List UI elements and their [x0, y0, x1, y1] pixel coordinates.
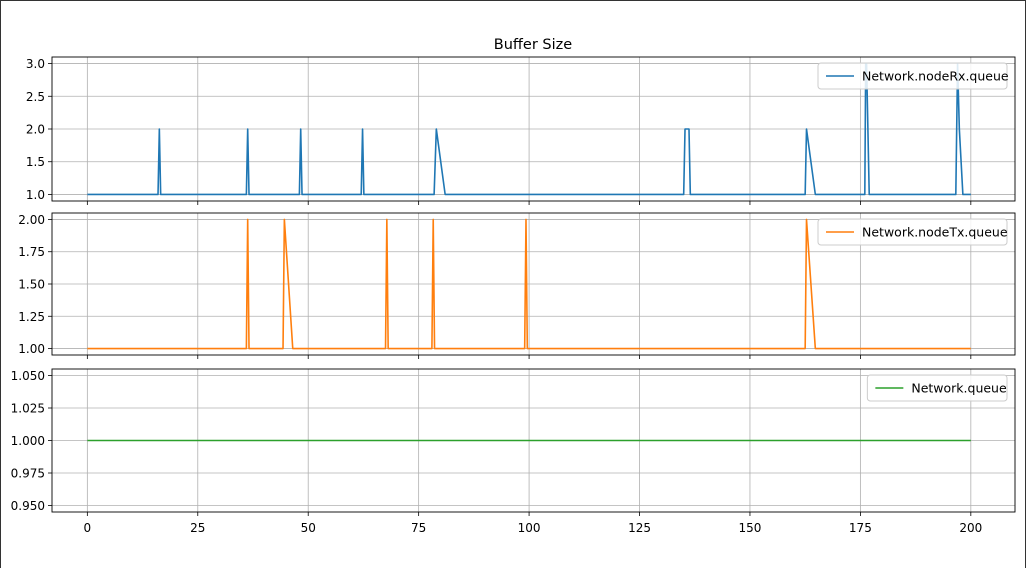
- legend-label: Network.queue: [911, 381, 1007, 396]
- y-tick-label: 3.0: [26, 57, 45, 71]
- series-line: [87, 218, 971, 350]
- legend-label: Network.nodeTx.queue: [862, 225, 1008, 240]
- subplot-2: 1.00 1.25 1.50 1.75 2.00 Network.nodeTx.queue: [18, 212, 1016, 359]
- x-tick-label: 50: [301, 521, 316, 535]
- y-tick-label: 2.0: [26, 123, 45, 137]
- y-tick-label: 1.00: [18, 342, 45, 356]
- y-tick-label: 0.975: [11, 467, 45, 481]
- x-tick-label: 75: [411, 521, 426, 535]
- legend-box: [866, 374, 1008, 402]
- x-tick-label: 25: [190, 521, 205, 535]
- x-tick-label: 100: [518, 521, 541, 535]
- y-tick-label: 2.00: [18, 213, 45, 227]
- axes-frame: [51, 212, 1016, 356]
- y-tick-label: 0.950: [11, 499, 45, 513]
- axes-frame: [51, 56, 1016, 202]
- legend-box: [817, 218, 1008, 246]
- legend-label: Network.nodeRx.queue: [862, 69, 1009, 84]
- y-tick-label: 1.050: [11, 369, 45, 383]
- subplot-3: 0.950 0.975 1.000 1.025 1.050 Network.queue 0 2…: [11, 368, 1016, 535]
- legend-box: [817, 62, 1008, 90]
- y-tick-label: 1.000: [11, 434, 45, 448]
- x-tick-label: 125: [628, 521, 651, 535]
- y-tick-label: 1.75: [18, 245, 45, 259]
- series-line: [87, 62, 971, 196]
- x-tick-label: 200: [959, 521, 982, 535]
- y-tick-label: 1.50: [18, 278, 45, 292]
- y-tick-label: 1.5: [26, 155, 45, 169]
- subplot-1: 1.0 1.5 2.0 2.5 3.0 Network.nodeRx.queue: [26, 56, 1016, 205]
- y-tick-label: 1.0: [26, 188, 45, 202]
- y-tick-label: 1.25: [18, 310, 45, 324]
- x-tick-label: 175: [849, 521, 872, 535]
- y-tick-label: 2.5: [26, 90, 45, 104]
- x-tick-label: 0: [84, 521, 92, 535]
- chart-title: Buffer Size: [494, 37, 572, 53]
- x-tick-label: 150: [739, 521, 762, 535]
- y-tick-label: 1.025: [11, 402, 45, 416]
- axes-frame: [51, 368, 1016, 513]
